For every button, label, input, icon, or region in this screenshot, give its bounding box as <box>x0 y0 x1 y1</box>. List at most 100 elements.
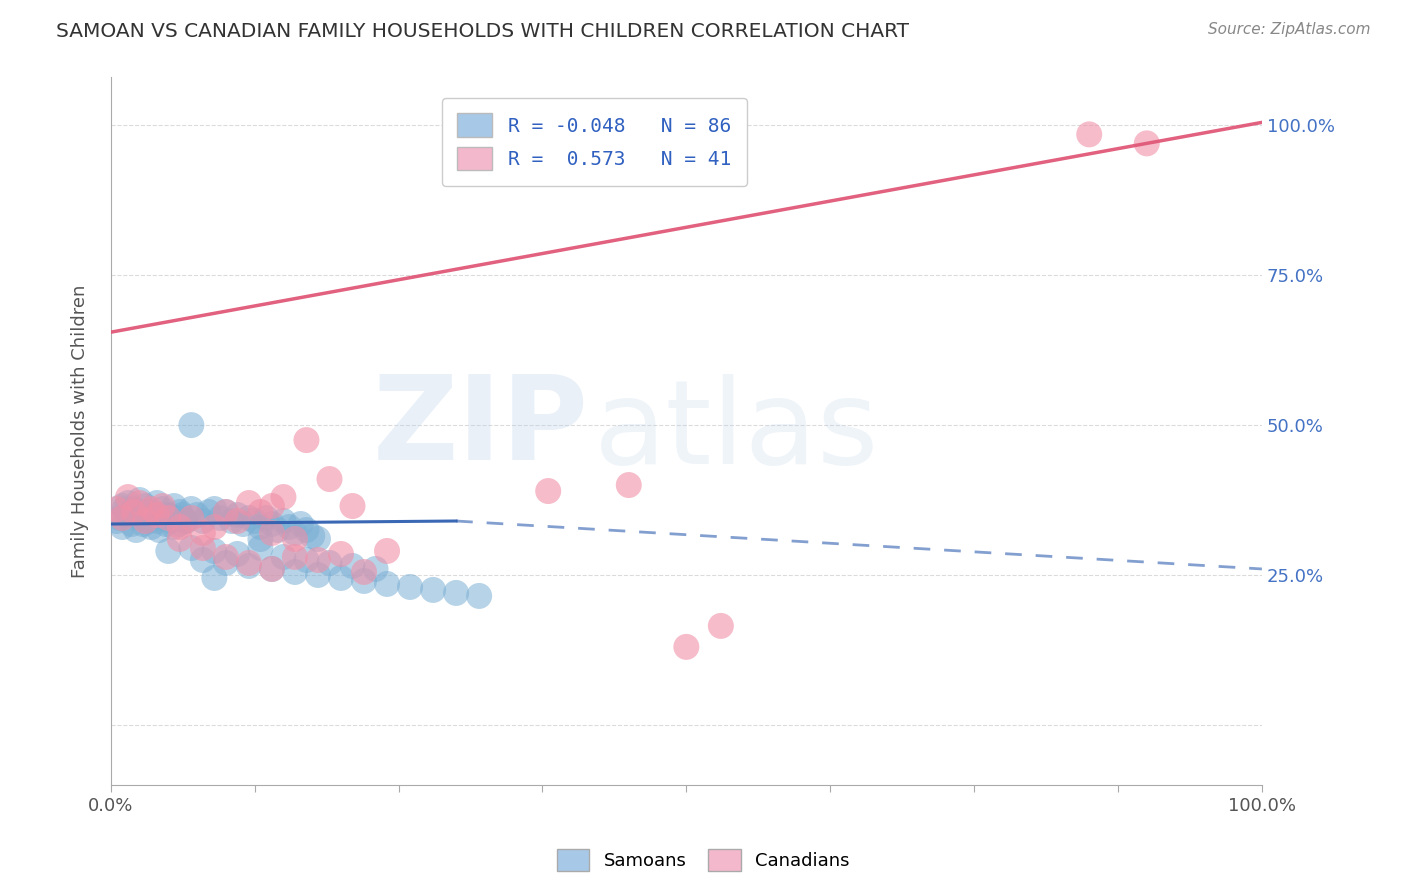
Point <box>122 505 145 519</box>
Point <box>111 499 134 513</box>
Point <box>128 511 150 525</box>
Point <box>191 541 214 555</box>
Point <box>134 505 156 519</box>
Point <box>128 496 150 510</box>
Point <box>202 520 225 534</box>
Point <box>318 472 340 486</box>
Point <box>111 520 134 534</box>
Point <box>117 496 139 510</box>
Point <box>249 520 271 534</box>
Point <box>139 502 162 516</box>
Point <box>238 558 260 573</box>
Point <box>260 562 283 576</box>
Point <box>284 565 307 579</box>
Point <box>146 508 169 522</box>
Point <box>122 505 145 519</box>
Point <box>114 502 136 516</box>
Point <box>537 483 560 498</box>
Point <box>169 516 191 531</box>
Point <box>260 499 283 513</box>
Text: ZIP: ZIP <box>373 370 589 485</box>
Point <box>422 582 444 597</box>
Point <box>221 514 243 528</box>
Point <box>197 505 219 519</box>
Point <box>215 549 238 564</box>
Point <box>169 532 191 546</box>
Point <box>232 516 254 531</box>
Point <box>117 490 139 504</box>
Point <box>180 418 202 433</box>
Point <box>468 589 491 603</box>
Point <box>399 580 422 594</box>
Point <box>249 541 271 555</box>
Point <box>353 565 375 579</box>
Point <box>134 499 156 513</box>
Y-axis label: Family Households with Children: Family Households with Children <box>72 285 89 578</box>
Point <box>146 514 169 528</box>
Point <box>318 556 340 570</box>
Text: Source: ZipAtlas.com: Source: ZipAtlas.com <box>1208 22 1371 37</box>
Point <box>284 526 307 541</box>
Point <box>249 532 271 546</box>
Point <box>152 499 174 513</box>
Point <box>215 505 238 519</box>
Point <box>617 478 640 492</box>
Point <box>105 514 128 528</box>
Point <box>307 532 329 546</box>
Point <box>191 553 214 567</box>
Point <box>152 502 174 516</box>
Point <box>342 499 364 513</box>
Point <box>136 514 159 528</box>
Point <box>134 514 156 528</box>
Point <box>191 526 214 541</box>
Point <box>301 529 323 543</box>
Point <box>215 505 238 519</box>
Point <box>273 490 295 504</box>
Point <box>254 511 277 525</box>
Point <box>260 526 283 541</box>
Point <box>290 516 312 531</box>
Point <box>191 514 214 528</box>
Point <box>157 511 180 525</box>
Point <box>273 549 295 564</box>
Point <box>169 520 191 534</box>
Point <box>186 508 208 522</box>
Point <box>710 619 733 633</box>
Point <box>260 516 283 531</box>
Point <box>152 511 174 525</box>
Point <box>1078 128 1101 142</box>
Point <box>163 499 186 513</box>
Point <box>307 568 329 582</box>
Point <box>169 505 191 519</box>
Point <box>330 571 353 585</box>
Point <box>143 508 166 522</box>
Point <box>157 508 180 522</box>
Point <box>273 514 295 528</box>
Point <box>180 502 202 516</box>
Point <box>163 520 186 534</box>
Point <box>342 558 364 573</box>
Point <box>157 544 180 558</box>
Point <box>202 502 225 516</box>
Point <box>209 511 232 525</box>
Point <box>155 516 177 531</box>
Legend: R = -0.048   N = 86, R =  0.573   N = 41: R = -0.048 N = 86, R = 0.573 N = 41 <box>441 98 747 186</box>
Point <box>121 516 143 531</box>
Point <box>157 508 180 522</box>
Point <box>260 562 283 576</box>
Point <box>375 577 398 591</box>
Point <box>278 520 301 534</box>
Point <box>284 549 307 564</box>
Point <box>111 511 134 525</box>
Point <box>307 553 329 567</box>
Point <box>249 505 271 519</box>
Point <box>226 547 249 561</box>
Point <box>238 511 260 525</box>
Point <box>128 493 150 508</box>
Point <box>159 514 181 528</box>
Point <box>108 511 131 525</box>
Point <box>1136 136 1159 151</box>
Point <box>295 553 318 567</box>
Point <box>215 556 238 570</box>
Point <box>266 523 288 537</box>
